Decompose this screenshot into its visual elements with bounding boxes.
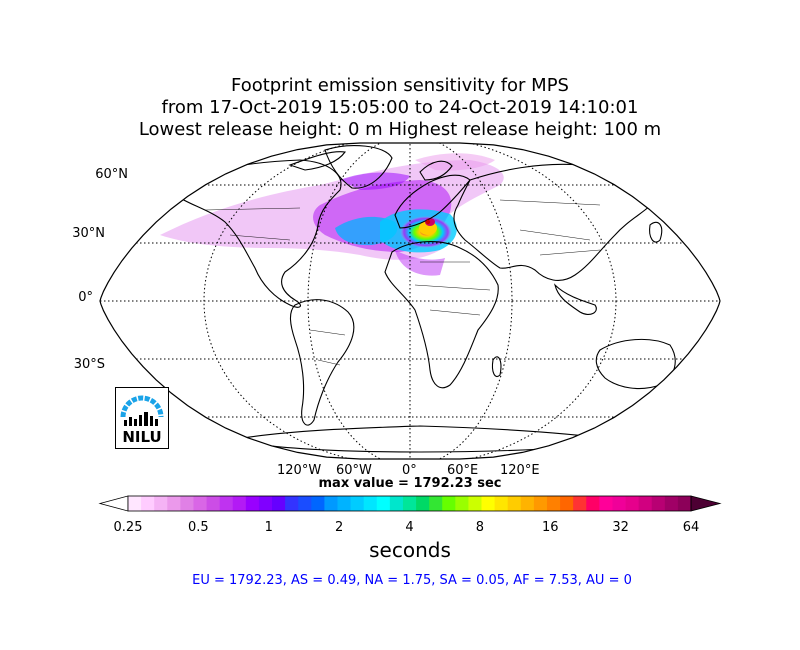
colorbar-swatch bbox=[468, 496, 482, 511]
colorbar-tick-label: 32 bbox=[612, 520, 629, 535]
colorbar-swatch bbox=[285, 496, 299, 511]
colorbar-swatch bbox=[560, 496, 574, 511]
colorbar-border bbox=[127, 495, 692, 512]
map-contents bbox=[100, 143, 720, 459]
colorbar-swatch bbox=[494, 496, 509, 511]
colorbar-swatch bbox=[573, 496, 587, 511]
colorbar-swatch bbox=[180, 496, 194, 511]
lon-label-60w: 60°W bbox=[336, 463, 372, 478]
colorbar-swatch bbox=[533, 496, 548, 511]
colorbar-unit-label: seconds bbox=[369, 538, 451, 562]
colorbar-swatch bbox=[154, 496, 168, 511]
colorbar bbox=[98, 495, 722, 512]
colorbar-swatch bbox=[298, 496, 312, 511]
colorbar-swatch bbox=[429, 496, 443, 511]
colorbar-tick-label: 2 bbox=[334, 520, 344, 535]
colorbar-tick-label: 0.25 bbox=[113, 520, 143, 535]
lon-label-60e: 60°E bbox=[447, 463, 479, 478]
colorbar-tick-label: 64 bbox=[682, 520, 700, 535]
colorbar-swatch bbox=[128, 496, 142, 511]
colorbar-swatch bbox=[311, 496, 325, 511]
colorbar-swatch bbox=[402, 496, 417, 511]
colorbar-swatch bbox=[206, 496, 221, 511]
colorbar-tick-label: 8 bbox=[475, 520, 485, 535]
map-title-line-2: from 17-Oct-2019 15:05:00 to 24-Oct-2019… bbox=[161, 97, 639, 118]
colorbar-swatch bbox=[651, 496, 666, 511]
lat-label-equator: 0° bbox=[78, 290, 93, 305]
colorbar-swatch bbox=[363, 496, 378, 511]
colorbar-swatch bbox=[520, 496, 535, 511]
lon-label-120w: 120°W bbox=[277, 463, 322, 478]
colorbar-swatch bbox=[625, 496, 640, 511]
colorbar-swatch bbox=[416, 496, 430, 511]
colorbar-swatch bbox=[232, 496, 247, 511]
lon-label-0: 0° bbox=[402, 463, 417, 478]
colorbar-swatch bbox=[664, 496, 679, 511]
colorbar-swatch bbox=[481, 496, 495, 511]
colorbar-swatch bbox=[193, 496, 207, 511]
globe-outline bbox=[99, 142, 721, 460]
nilu-logo-text: NILU bbox=[122, 428, 162, 446]
colorbar-tick-label: 4 bbox=[405, 520, 414, 535]
colorbar-swatch bbox=[389, 496, 404, 511]
colorbar-max-extend bbox=[690, 495, 722, 512]
lat-label-30n: 30°N bbox=[72, 226, 105, 241]
colorbar-swatch bbox=[337, 496, 351, 511]
lat-label-30s: 30°S bbox=[73, 357, 105, 372]
colorbar-swatch bbox=[219, 496, 234, 511]
release-site-marker bbox=[425, 219, 431, 225]
colorbar-swatch bbox=[638, 496, 653, 511]
max-value-label: max value = 1792.23 sec bbox=[318, 476, 502, 491]
colorbar-swatch bbox=[442, 496, 456, 511]
colorbar-swatch bbox=[599, 496, 613, 511]
colorbar-swatch bbox=[245, 496, 260, 511]
colorbar-tick-label: 0.5 bbox=[188, 520, 209, 535]
colorbar-swatch bbox=[167, 496, 181, 511]
colorbar-swatch bbox=[677, 496, 692, 511]
colorbar-swatch bbox=[258, 496, 273, 511]
nilu-logo: NILU bbox=[115, 387, 169, 449]
colorbar-swatch bbox=[546, 496, 561, 511]
colorbar-swatch bbox=[455, 496, 469, 511]
colorbar-min-extend bbox=[98, 495, 129, 512]
map-title-line-3: Lowest release height: 0 m Highest relea… bbox=[138, 119, 662, 140]
colorbar-swatch bbox=[272, 496, 286, 511]
country-borders bbox=[204, 199, 601, 366]
map-title-line-1: Footprint emission sensitivity for MPS bbox=[231, 75, 569, 96]
colorbar-swatch bbox=[141, 496, 155, 511]
lat-label-60n: 60°N bbox=[95, 167, 128, 182]
colorbar-tick-label: 1 bbox=[264, 520, 273, 535]
colorbar-swatch bbox=[350, 496, 365, 511]
colorbar-swatch bbox=[612, 496, 626, 511]
colorbar-swatch bbox=[507, 496, 522, 511]
colorbar-tick-label: 16 bbox=[541, 520, 559, 535]
nilu-logo-graphic bbox=[120, 395, 164, 426]
lon-label-120e: 120°E bbox=[500, 463, 540, 478]
colorbar-swatch bbox=[324, 496, 338, 511]
regional-summary: EU = 1792.23, AS = 0.49, NA = 1.75, SA =… bbox=[192, 573, 632, 588]
colorbar-swatch bbox=[586, 496, 600, 511]
colorbar-swatch bbox=[376, 496, 391, 511]
